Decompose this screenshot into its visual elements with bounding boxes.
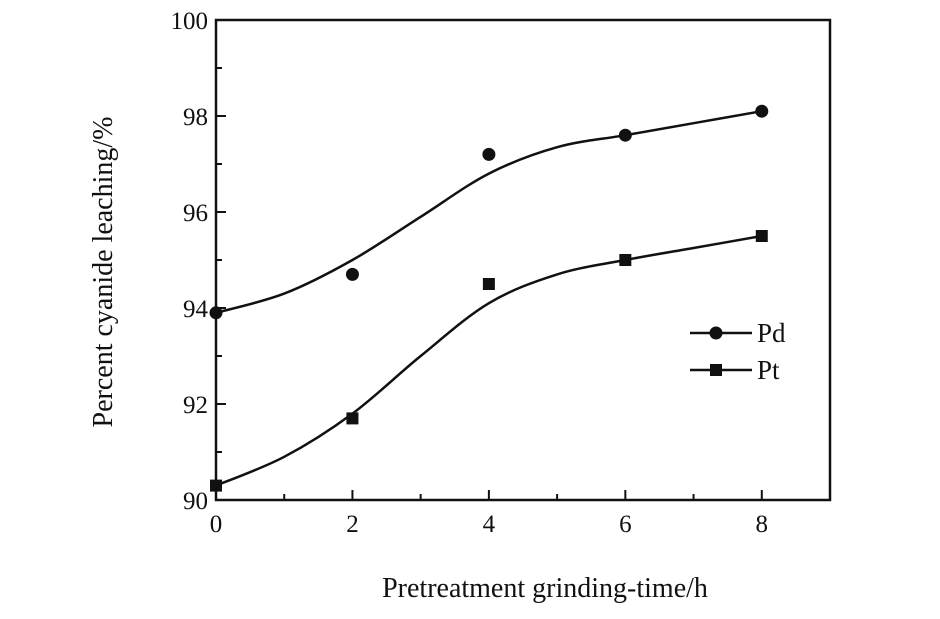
series-pd-point — [209, 306, 223, 320]
series-pd-point — [345, 267, 359, 281]
x-axis-label: Pretreatment grinding-time/h — [382, 573, 708, 604]
x-tick-label: 2 — [346, 511, 359, 538]
y-axis-label: Percent cyanide leaching/% — [88, 117, 119, 428]
legend-label-pd: Pd — [757, 318, 786, 348]
series-pd-point — [755, 104, 769, 118]
series-pt-point — [619, 254, 632, 266]
series-pt-point — [482, 278, 495, 290]
plot-frame — [214, 18, 832, 502]
plot-area — [214, 18, 832, 502]
series-pt-point — [210, 479, 222, 492]
y-tick-label: 96 — [183, 200, 208, 227]
series-pt-point — [755, 230, 768, 242]
series-pd — [209, 104, 769, 320]
legend-marker-pt — [710, 364, 722, 376]
series-pd-curve — [215, 109, 762, 315]
x-tick-label: 6 — [619, 511, 632, 538]
y-tick-label: 90 — [183, 488, 208, 515]
series-pt-point — [346, 412, 359, 425]
x-axis: 0 2 4 6 8 — [210, 490, 831, 538]
series-pt — [210, 230, 768, 492]
y-tick-label: 92 — [183, 392, 208, 419]
y-axis: 90 92 94 96 98 100 — [171, 8, 226, 515]
series-pd-point — [618, 128, 632, 142]
x-tick-label: 0 — [210, 511, 223, 538]
y-tick-label: 100 — [171, 8, 209, 35]
x-tick-label: 4 — [483, 511, 496, 538]
series-pd-point — [482, 147, 496, 161]
legend-label-pt: Pt — [757, 355, 780, 385]
series-layer — [209, 104, 769, 492]
legend: Pd Pt — [690, 318, 786, 385]
x-tick-label: 8 — [756, 511, 769, 538]
legend-marker-pd — [709, 326, 723, 340]
series-pt-curve — [215, 234, 762, 487]
y-tick-label: 98 — [183, 104, 208, 131]
y-tick-label: 94 — [183, 296, 209, 323]
